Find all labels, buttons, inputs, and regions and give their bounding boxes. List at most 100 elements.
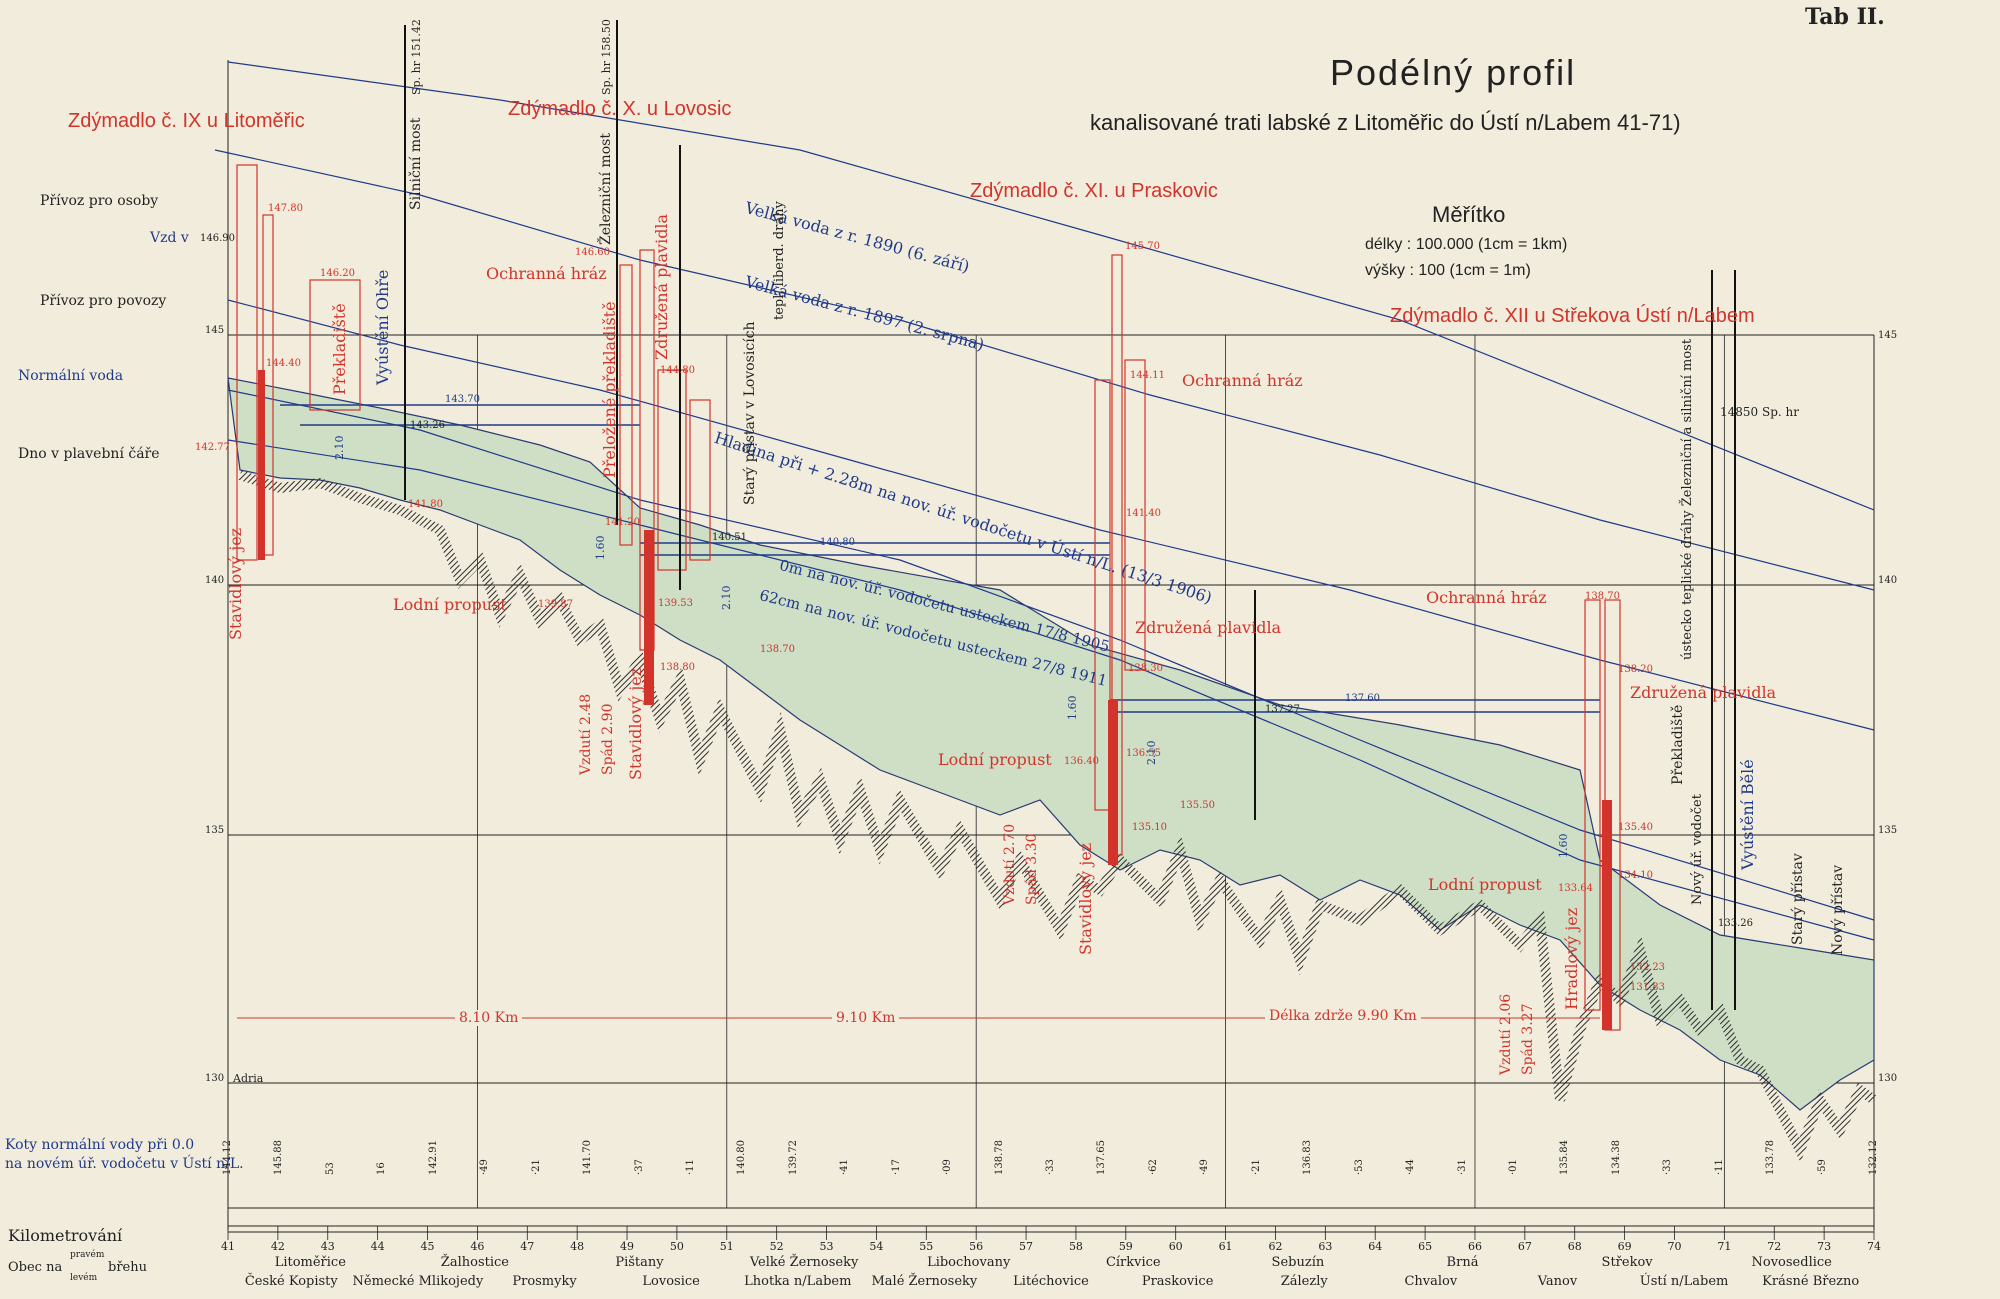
elev-17: 144.11 (1130, 370, 1165, 381)
ochranna-hraz-2: Ochranná hráz (1182, 371, 1303, 390)
kota-value: ·11 (1713, 1159, 1725, 1175)
km-value: 65 (1418, 1240, 1433, 1253)
vzduti-2: Vzdutí 2.70 (1002, 823, 1018, 905)
km-value: 45 (420, 1240, 435, 1253)
scale-lengths: délky : 100.000 (1cm = 1km) (1365, 236, 1568, 253)
scale-heights: výšky : 100 (1cm = 1m) (1365, 262, 1531, 279)
elev-12: 139.87 (538, 599, 573, 610)
sp-hr-1: Sp. hr 151.42 (410, 19, 423, 95)
elev-33: 133.26 (1718, 918, 1753, 929)
km-value: 46 (470, 1240, 485, 1253)
dim-3: 2.10 (720, 585, 733, 611)
elev-22: 135.50 (1180, 800, 1215, 811)
prekladiste-label: Překladiště (330, 303, 349, 395)
elev-9: 141.20 (605, 517, 640, 528)
town-name: Lhotka n/Labem (744, 1274, 852, 1289)
elev-26: 138.70 (1585, 591, 1620, 602)
elev-15: 138.70 (760, 644, 795, 655)
elev-27: 138.20 (1618, 664, 1653, 675)
hradlovy-jez: Hradlový jez (1562, 907, 1581, 1010)
town-name: Malé Žernoseky (871, 1274, 978, 1289)
weir-x-title: Zdýmadlo č. X. u Lovosic (508, 98, 732, 120)
axis-right-130: 130 (1878, 1073, 1898, 1084)
lodni-propust-2: Lodní propust (938, 750, 1052, 769)
km-value: 44 (370, 1240, 385, 1253)
river-bed (238, 470, 1877, 1163)
vzduti-3: Vzdutí 2.06 (1498, 993, 1514, 1075)
elev-34: 146.90 (200, 233, 235, 244)
axis-left-145: 145 (205, 325, 225, 336)
town-name: Litoměřice (274, 1255, 346, 1270)
elev-19: 138.30 (1128, 663, 1163, 674)
vzduti-1: Vzdutí 2.48 (578, 693, 594, 775)
km-value: 48 (570, 1240, 585, 1253)
elev-35: 142.77 (195, 442, 230, 453)
legend-river-bed: Dno v plavební čáře (18, 446, 160, 462)
kota-value: 137.65 (1096, 1140, 1108, 1175)
km-value: 63 (1318, 1240, 1333, 1253)
stary-pristav: Starý přístav (1790, 853, 1806, 945)
frame (227, 60, 1875, 1233)
sp-hr-2: Sp. hr 158.50 (600, 19, 613, 95)
km-value: 62 (1268, 1240, 1283, 1253)
elev-20: 136.40 (1064, 756, 1099, 767)
km-value: 53 (819, 1240, 834, 1253)
page-subtitle: kanalisované trati labské z Litoměřic do… (1090, 110, 1681, 135)
km-value: 43 (320, 1240, 335, 1253)
kota-value: 135.84 (1559, 1140, 1571, 1175)
kota-value: ·44 (1405, 1159, 1417, 1175)
km-value: 74 (1867, 1240, 1881, 1253)
usti-most: ústecko teplické dráhy Železniční a siln… (1680, 338, 1695, 660)
town-name: České Kopisty (244, 1274, 338, 1289)
elev-11: 140.80 (820, 537, 855, 548)
stavidlovy-jez-3: Stavidlový jez (1076, 842, 1095, 955)
spad-3: Spád 3.27 (1520, 1003, 1536, 1075)
stavidlovy-jez-1: Stavidlový jez (226, 527, 245, 640)
distance-1: 8.10 Km (455, 1010, 523, 1026)
town-name: Sebuzín (1271, 1255, 1325, 1270)
km-value: 42 (270, 1240, 285, 1253)
town-name: Pištany (615, 1255, 664, 1270)
km-value: 60 (1168, 1240, 1183, 1253)
km-value: 56 (969, 1240, 984, 1253)
elev-24: 137.60 (1345, 693, 1380, 704)
km-value: 54 (869, 1240, 884, 1253)
legend-ferry-vehicles: Přívoz pro povozy (40, 293, 167, 309)
flood-lines (214, 61, 1875, 941)
vyusteni-bele: Vyústění Bělé (1738, 759, 1757, 870)
elev-29: 134.10 (1618, 870, 1653, 881)
kota-value: ·17 (890, 1159, 902, 1175)
kota-label-2: na novém úř. vodočetu v Ústí n/L. (5, 1156, 244, 1172)
kota-value: ·53 (1353, 1159, 1365, 1175)
km-value: 50 (669, 1240, 684, 1253)
lodni-propust-3: Lodní propust (1428, 875, 1542, 894)
elev-7: 146.60 (575, 247, 610, 258)
town-name: Církvice (1105, 1255, 1161, 1270)
kota-value: ·33 (1045, 1159, 1056, 1175)
kota-value: 145.88 (273, 1140, 285, 1175)
prekladiste-usti: Překladiště (1670, 704, 1686, 785)
elev-18: 141.40 (1126, 508, 1161, 519)
kota-value: ·11 (684, 1159, 696, 1175)
kota-value: 134.38 (1610, 1140, 1622, 1175)
town-name: Zálezly (1280, 1274, 1328, 1289)
km-value: 49 (620, 1240, 635, 1253)
km-value: 71 (1717, 1240, 1732, 1253)
spad-2: Spád 3.30 (1024, 833, 1040, 905)
adria-label: Adria (233, 1072, 264, 1085)
town-name: Chvalov (1404, 1274, 1458, 1289)
elev-25: 137.27 (1265, 704, 1300, 715)
km-value: 73 (1817, 1240, 1832, 1253)
km-value: 69 (1617, 1240, 1632, 1253)
kota-value: ·31 (1456, 1159, 1468, 1175)
dim-4: 1.60 (1066, 695, 1079, 721)
axis-left-130: 130 (205, 1073, 225, 1084)
kota-value: 144.12 (222, 1140, 233, 1175)
elev-31: 132.23 (1630, 962, 1665, 973)
town-name: Novosedlice (1751, 1255, 1832, 1270)
ochranna-hraz-1: Ochranná hráz (486, 264, 607, 283)
kota-value: 53 (324, 1162, 336, 1175)
kota-value: ·21 (530, 1159, 542, 1175)
kota-value: ·41 (839, 1159, 851, 1175)
page-title: Podélný profil (1330, 52, 1577, 93)
